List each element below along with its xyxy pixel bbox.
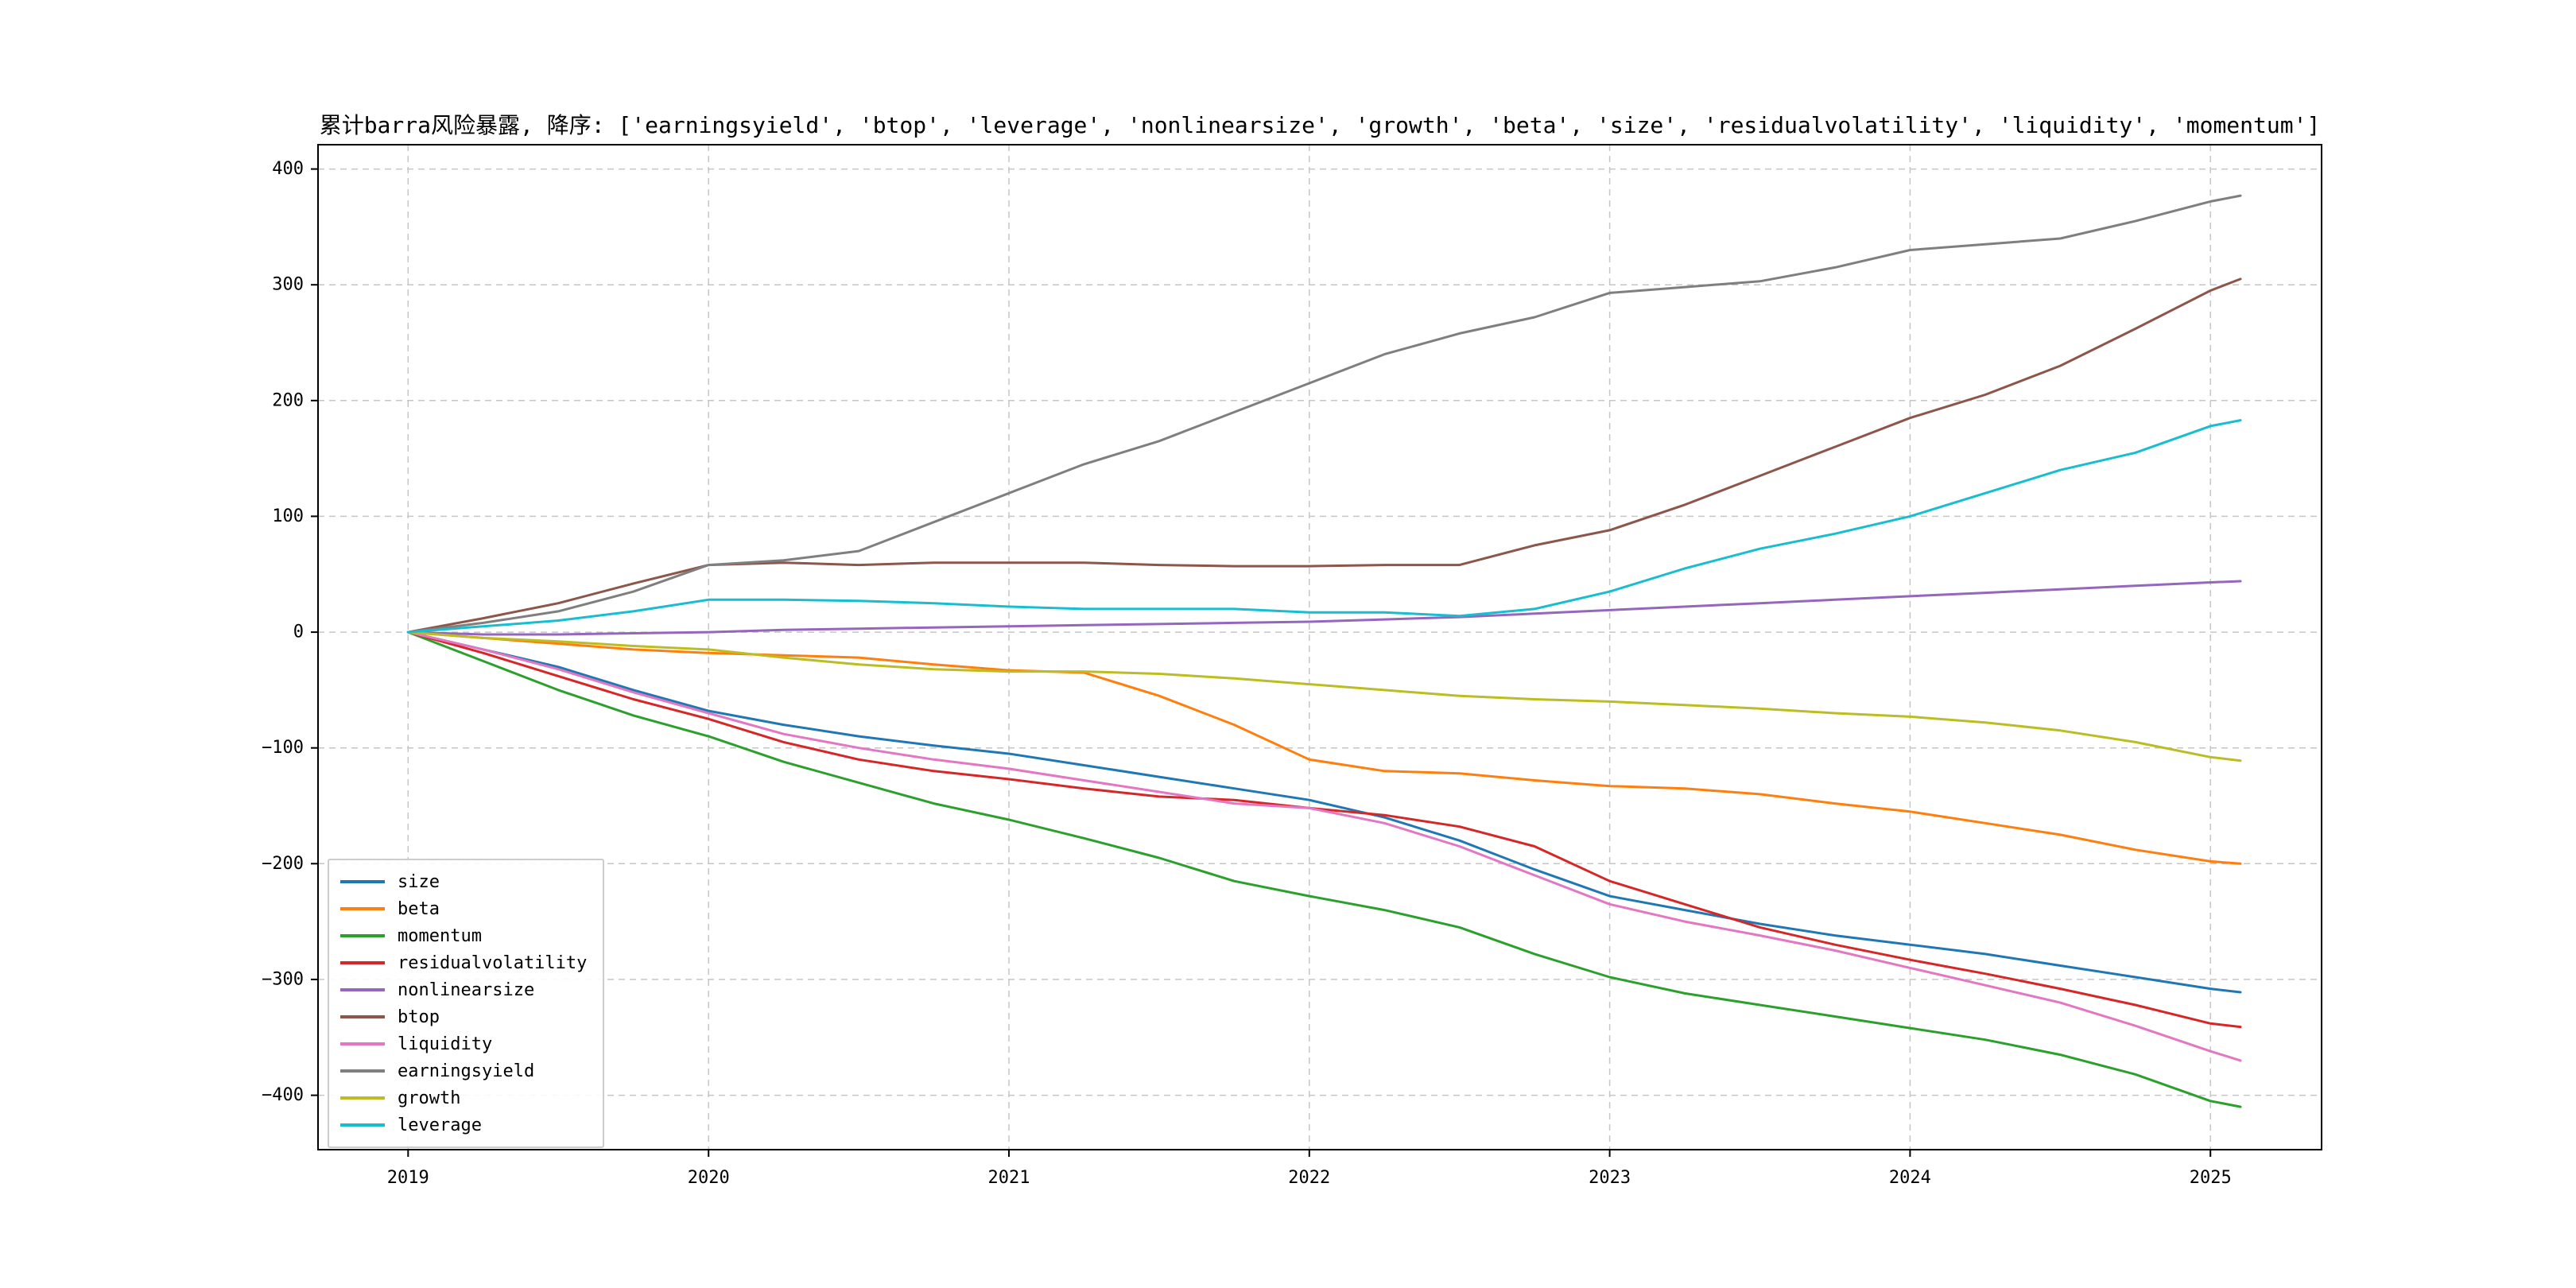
legend-label: size: [398, 871, 440, 892]
x-tick-label: 2023: [1589, 1168, 1631, 1188]
legend-swatch-liquidity: [340, 1042, 385, 1046]
legend-swatch-growth: [340, 1096, 385, 1100]
legend-swatch-residualvolatility: [340, 961, 385, 964]
y-tick-label: −100: [262, 738, 304, 758]
legend: size beta momentum residualvolatility nonlin…: [328, 859, 605, 1148]
legend-swatch-beta: [340, 907, 385, 910]
legend-item-size: size: [340, 868, 587, 895]
chart-title: 累计barra风险暴露, 降序: ['earningsyield', 'btop…: [319, 112, 2321, 138]
series-line-nonlinearsize: [406, 580, 2242, 636]
legend-label: earningsyield: [398, 1061, 535, 1081]
series-line-size: [406, 630, 2242, 994]
series-line-btop: [406, 277, 2242, 634]
legend-item-momentum: momentum: [340, 922, 587, 949]
x-tick-label: 2021: [988, 1168, 1030, 1188]
legend-item-beta: beta: [340, 895, 587, 922]
x-tick-label: 2022: [1288, 1168, 1330, 1188]
legend-item-leverage: leverage: [340, 1111, 587, 1139]
legend-label: growth: [398, 1088, 461, 1108]
axis-ticks: [311, 168, 2212, 1157]
y-tick-label: 300: [272, 275, 304, 295]
y-tick-label: −200: [262, 854, 304, 874]
legend-item-residualvolatility: residualvolatility: [340, 949, 587, 976]
series-line-growth: [406, 630, 2242, 762]
legend-label: liquidity: [398, 1034, 493, 1054]
y-tick-label: 0: [293, 623, 304, 642]
y-tick-label: −300: [262, 969, 304, 989]
legend-label: beta: [398, 898, 440, 919]
legend-item-liquidity: liquidity: [340, 1030, 587, 1057]
x-tick-label: 2024: [1889, 1168, 1931, 1188]
series-line-beta: [406, 630, 2242, 865]
series-line-leverage: [406, 419, 2242, 634]
legend-label: momentum: [398, 925, 482, 946]
legend-label: residualvolatility: [398, 952, 588, 973]
legend-label: nonlinearsize: [398, 980, 535, 1000]
legend-swatch-nonlinearsize: [340, 988, 385, 991]
plot-border: [317, 144, 2322, 1150]
y-tick-label: 100: [272, 506, 304, 526]
legend-item-nonlinearsize: nonlinearsize: [340, 976, 587, 1003]
gridlines: [318, 145, 2322, 1150]
series-lines: [406, 194, 2242, 1108]
axis-tick-labels: 2019 2020 2021 2022 2023 2024 2025 −400 −300 −200…: [262, 159, 2232, 1188]
series-line-earningsyield: [406, 194, 2242, 634]
x-tick-label: 2020: [688, 1168, 730, 1188]
y-tick-label: 400: [272, 159, 304, 179]
series-line-momentum: [406, 630, 2242, 1108]
series-line-liquidity: [406, 630, 2242, 1062]
legend-item-growth: growth: [340, 1084, 587, 1111]
legend-label: btop: [398, 1007, 440, 1027]
y-tick-label: 200: [272, 390, 304, 410]
series-line-residualvolatility: [406, 630, 2242, 1029]
legend-label: leverage: [398, 1115, 482, 1135]
legend-swatch-size: [340, 880, 385, 883]
legend-swatch-momentum: [340, 934, 385, 937]
legend-swatch-earningsyield: [340, 1069, 385, 1073]
x-tick-label: 2019: [387, 1168, 429, 1188]
legend-swatch-btop: [340, 1015, 385, 1018]
legend-item-btop: btop: [340, 1003, 587, 1030]
x-tick-label: 2025: [2190, 1168, 2232, 1188]
legend-item-earningsyield: earningsyield: [340, 1057, 587, 1084]
y-tick-label: −400: [262, 1085, 304, 1105]
legend-swatch-leverage: [340, 1123, 385, 1127]
